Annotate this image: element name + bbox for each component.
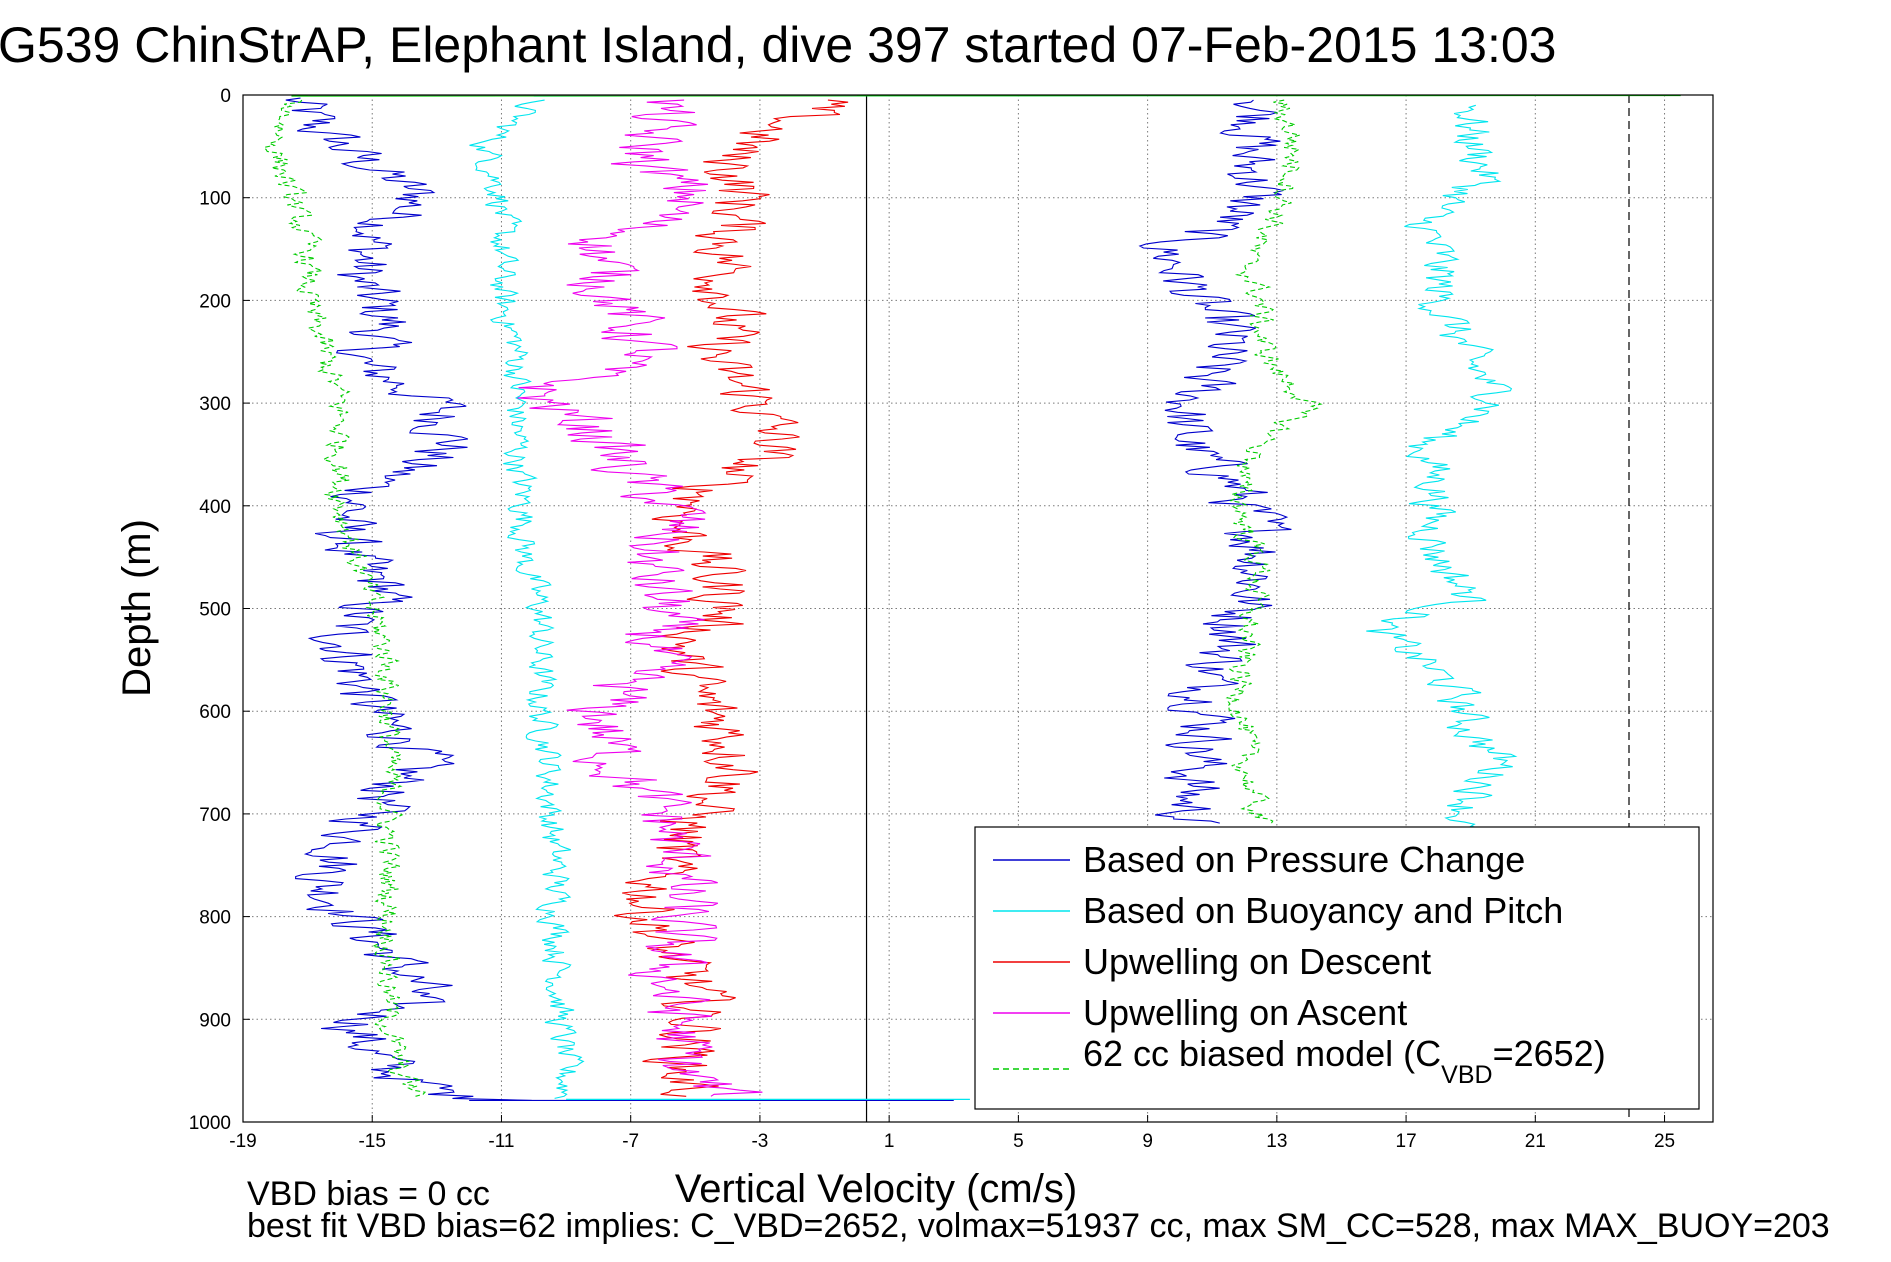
legend-label: Based on Buoyancy and Pitch xyxy=(1083,890,1563,931)
x-tick-label: 25 xyxy=(1654,1131,1675,1152)
series-line xyxy=(263,99,427,1097)
series-line xyxy=(469,99,585,1099)
x-tick-label: -15 xyxy=(358,1131,385,1152)
y-tick-label: 600 xyxy=(199,702,231,723)
series-line xyxy=(1366,104,1518,835)
x-tick-label: -19 xyxy=(229,1131,256,1152)
chart-title: G539 ChinStrAP, Elephant Island, dive 39… xyxy=(0,17,1556,73)
x-tick-label: 21 xyxy=(1525,1131,1546,1152)
series-line xyxy=(517,99,763,1097)
x-tick-label: 13 xyxy=(1266,1131,1287,1152)
x-tick-label: 9 xyxy=(1142,1131,1153,1152)
y-tick-label: 900 xyxy=(199,1010,231,1031)
series-line xyxy=(285,97,532,1101)
y-tick-label: 700 xyxy=(199,805,231,826)
y-tick-label: 1000 xyxy=(189,1113,231,1134)
x-tick-label: 1 xyxy=(884,1131,895,1152)
x-tick-label: -3 xyxy=(751,1131,768,1152)
y-axis-label: Depth (m) xyxy=(115,519,159,697)
legend-label: Upwelling on Descent xyxy=(1083,941,1431,982)
y-tick-label: 500 xyxy=(199,600,231,621)
series-line xyxy=(1225,99,1323,824)
x-axis-ticks: -19 -15 -11 -7 -3 1 5 9 13 17 21 25 xyxy=(229,1115,1675,1152)
series-line xyxy=(614,99,849,1097)
y-tick-label: 100 xyxy=(199,189,231,210)
series-line xyxy=(1138,99,1292,824)
vbd-bias-note: VBD bias = 0 cc xyxy=(247,1175,490,1213)
y-tick-label: 800 xyxy=(199,908,231,929)
legend-label: Upwelling on Ascent xyxy=(1083,992,1407,1033)
y-tick-label: 200 xyxy=(199,291,231,312)
y-axis-ticks: 0 100 200 300 400 500 600 700 800 900 1000 xyxy=(189,86,250,1134)
x-tick-label: 5 xyxy=(1013,1131,1024,1152)
x-axis-label: Vertical Velocity (cm/s) xyxy=(675,1167,1077,1211)
y-tick-label: 400 xyxy=(199,497,231,518)
legend-label: Based on Pressure Change xyxy=(1083,839,1525,880)
x-tick-label: 17 xyxy=(1396,1131,1417,1152)
x-tick-label: -7 xyxy=(622,1131,639,1152)
best-fit-note: best fit VBD bias=62 implies: C_VBD=2652… xyxy=(247,1207,1830,1245)
x-tick-label: -11 xyxy=(488,1131,514,1152)
legend: Based on Pressure Change Based on Buoyanc… xyxy=(974,826,1700,1110)
y-tick-label: 300 xyxy=(199,394,231,415)
series-layer xyxy=(263,95,1681,1102)
y-tick-label: 0 xyxy=(220,86,231,107)
legend-box xyxy=(974,826,1700,1110)
reference-lines xyxy=(865,95,1630,1122)
legend-model-label: 62 cc biased model (CVBD=2652) xyxy=(1083,1033,1606,1089)
